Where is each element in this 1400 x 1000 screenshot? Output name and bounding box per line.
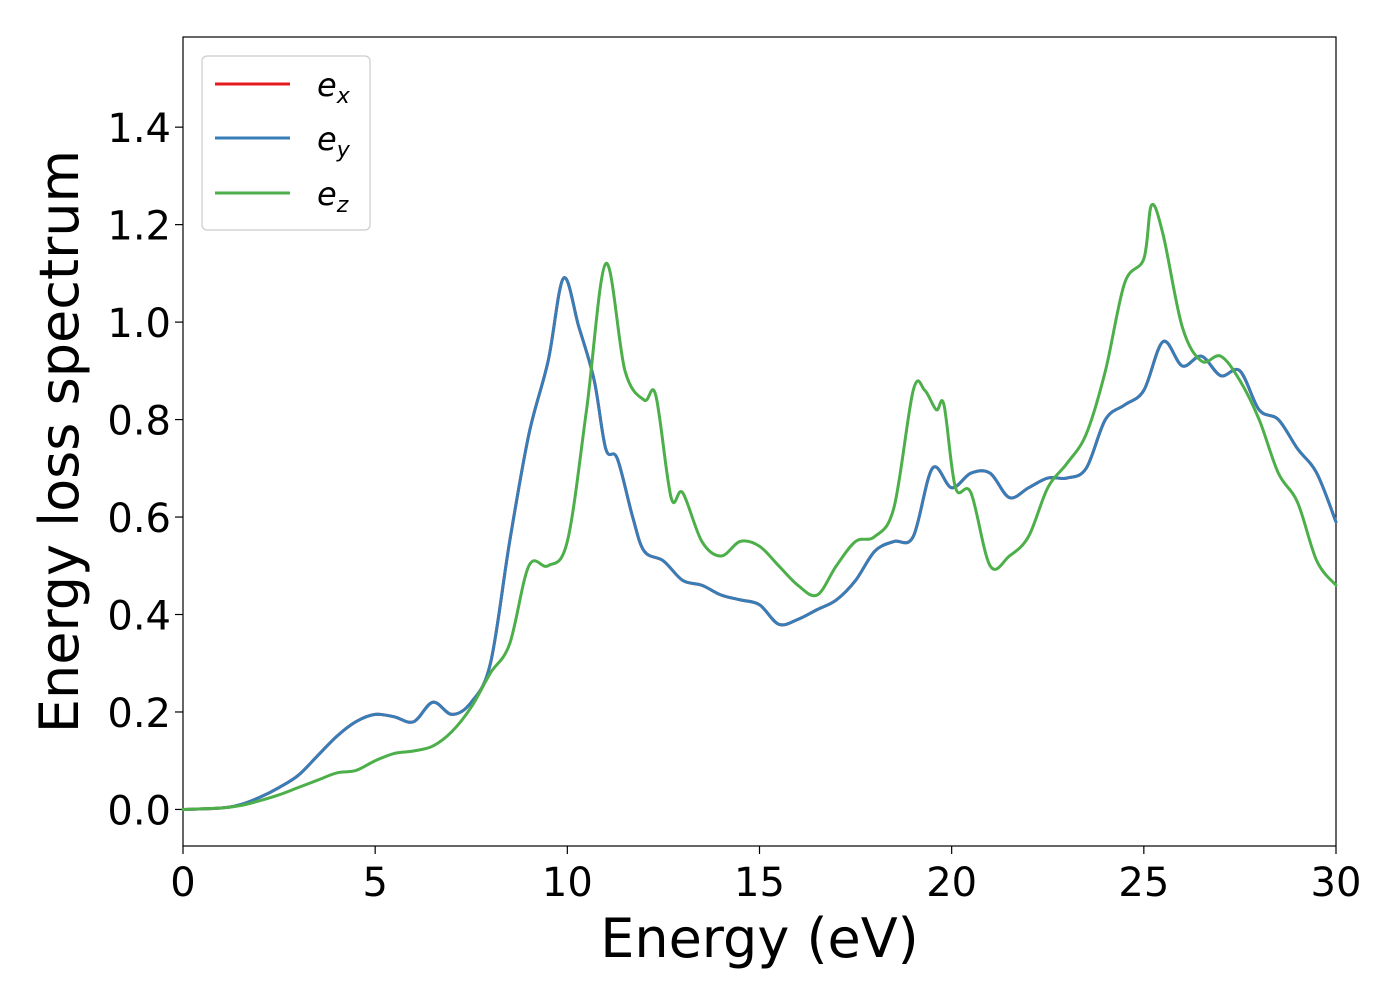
x-tick-label: 20 [926, 860, 977, 906]
y-tick-label: 0.4 [107, 594, 171, 640]
y-tick-label: 0.2 [107, 691, 171, 737]
x-tick-label: 30 [1311, 860, 1362, 906]
series-line-e-z [181, 202, 1338, 811]
series-line-e-x [181, 276, 1338, 811]
legend-label-base: e [317, 175, 337, 213]
y-tick-label: 1.0 [107, 301, 171, 347]
plot-area: 0 5 10 15 20 25 30 0.0 0.2 0.4 0.6 0.8 1.0 1.2 1.4 [107, 36, 1362, 906]
legend-label-subscript: x [336, 84, 351, 109]
y-tick-label: 1.4 [107, 106, 171, 152]
legend-label-base: e [317, 120, 337, 158]
x-tick-label: 0 [170, 860, 195, 906]
y-axis-label: Energy loss spectrum [28, 150, 91, 733]
legend-box [201, 55, 371, 231]
legend-label: ez [317, 175, 349, 218]
x-tick-label: 5 [362, 860, 387, 906]
x-tick-label: 10 [542, 860, 593, 906]
legend-label-subscript: y [336, 138, 351, 163]
series-line-e-y [181, 276, 1338, 811]
y-tick-label: 0.8 [107, 399, 171, 445]
legend-label: ex [317, 66, 351, 109]
y-tick-label: 1.2 [107, 204, 171, 250]
x-tick-label: 25 [1118, 860, 1169, 906]
y-tick-label: 0.0 [107, 788, 171, 834]
legend-label: ey [317, 120, 351, 163]
legend-label-subscript: z [336, 193, 349, 218]
x-tick-label: 15 [734, 860, 785, 906]
y-tick-label: 0.6 [107, 496, 171, 542]
legend-label-base: e [317, 66, 337, 104]
x-axis-label: Energy (eV) [600, 907, 919, 970]
